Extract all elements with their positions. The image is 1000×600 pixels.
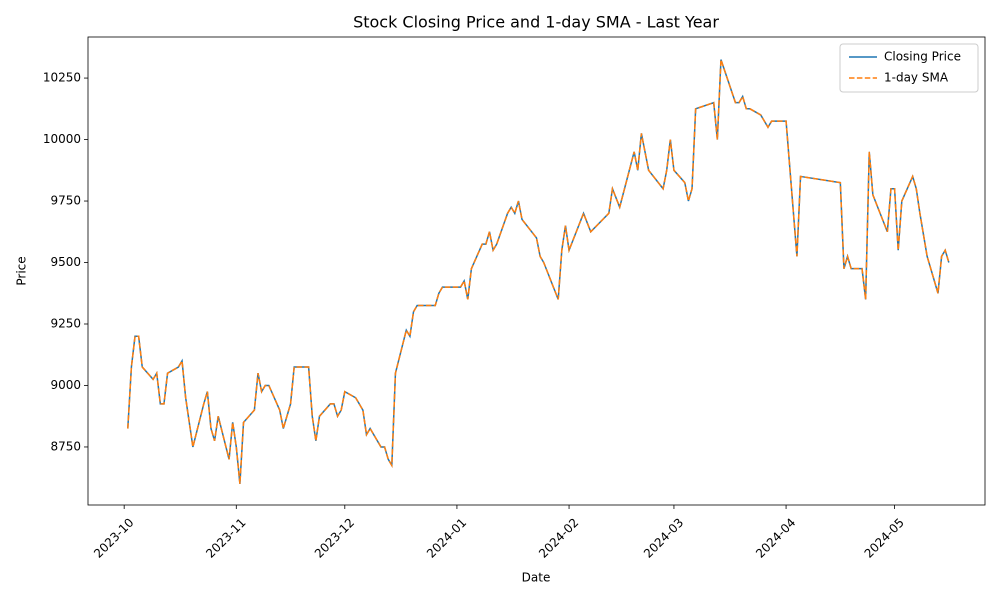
legend-label: 1-day SMA — [884, 71, 949, 85]
legend: Closing Price 1-day SMA — [839, 43, 979, 93]
x-axis-label: Date — [522, 571, 551, 585]
y-tick-label: 10250 — [43, 71, 81, 85]
y-tick-label: 10000 — [43, 132, 81, 146]
y-tick-label: 8750 — [50, 439, 81, 453]
chart-title: Stock Closing Price and 1-day SMA - Last… — [353, 13, 719, 32]
legend-box — [839, 43, 979, 93]
axes-frame — [87, 36, 986, 506]
legend-label: Closing Price — [884, 50, 961, 64]
y-axis-label: Price — [15, 256, 29, 285]
y-tick-label: 9750 — [50, 194, 81, 208]
y-tick-label: 9000 — [50, 378, 81, 392]
y-tick-label: 9500 — [50, 255, 81, 269]
y-tick-label: 9250 — [50, 316, 81, 330]
series-line — [127, 59, 950, 484]
